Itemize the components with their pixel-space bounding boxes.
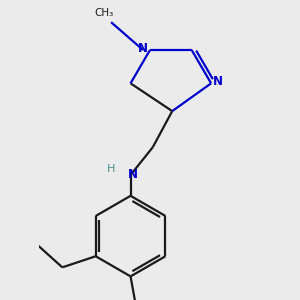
Text: CH₃: CH₃ bbox=[94, 8, 114, 18]
Text: H: H bbox=[107, 164, 115, 174]
Text: N: N bbox=[128, 168, 138, 181]
Text: N: N bbox=[213, 75, 223, 88]
Text: N: N bbox=[138, 42, 148, 55]
